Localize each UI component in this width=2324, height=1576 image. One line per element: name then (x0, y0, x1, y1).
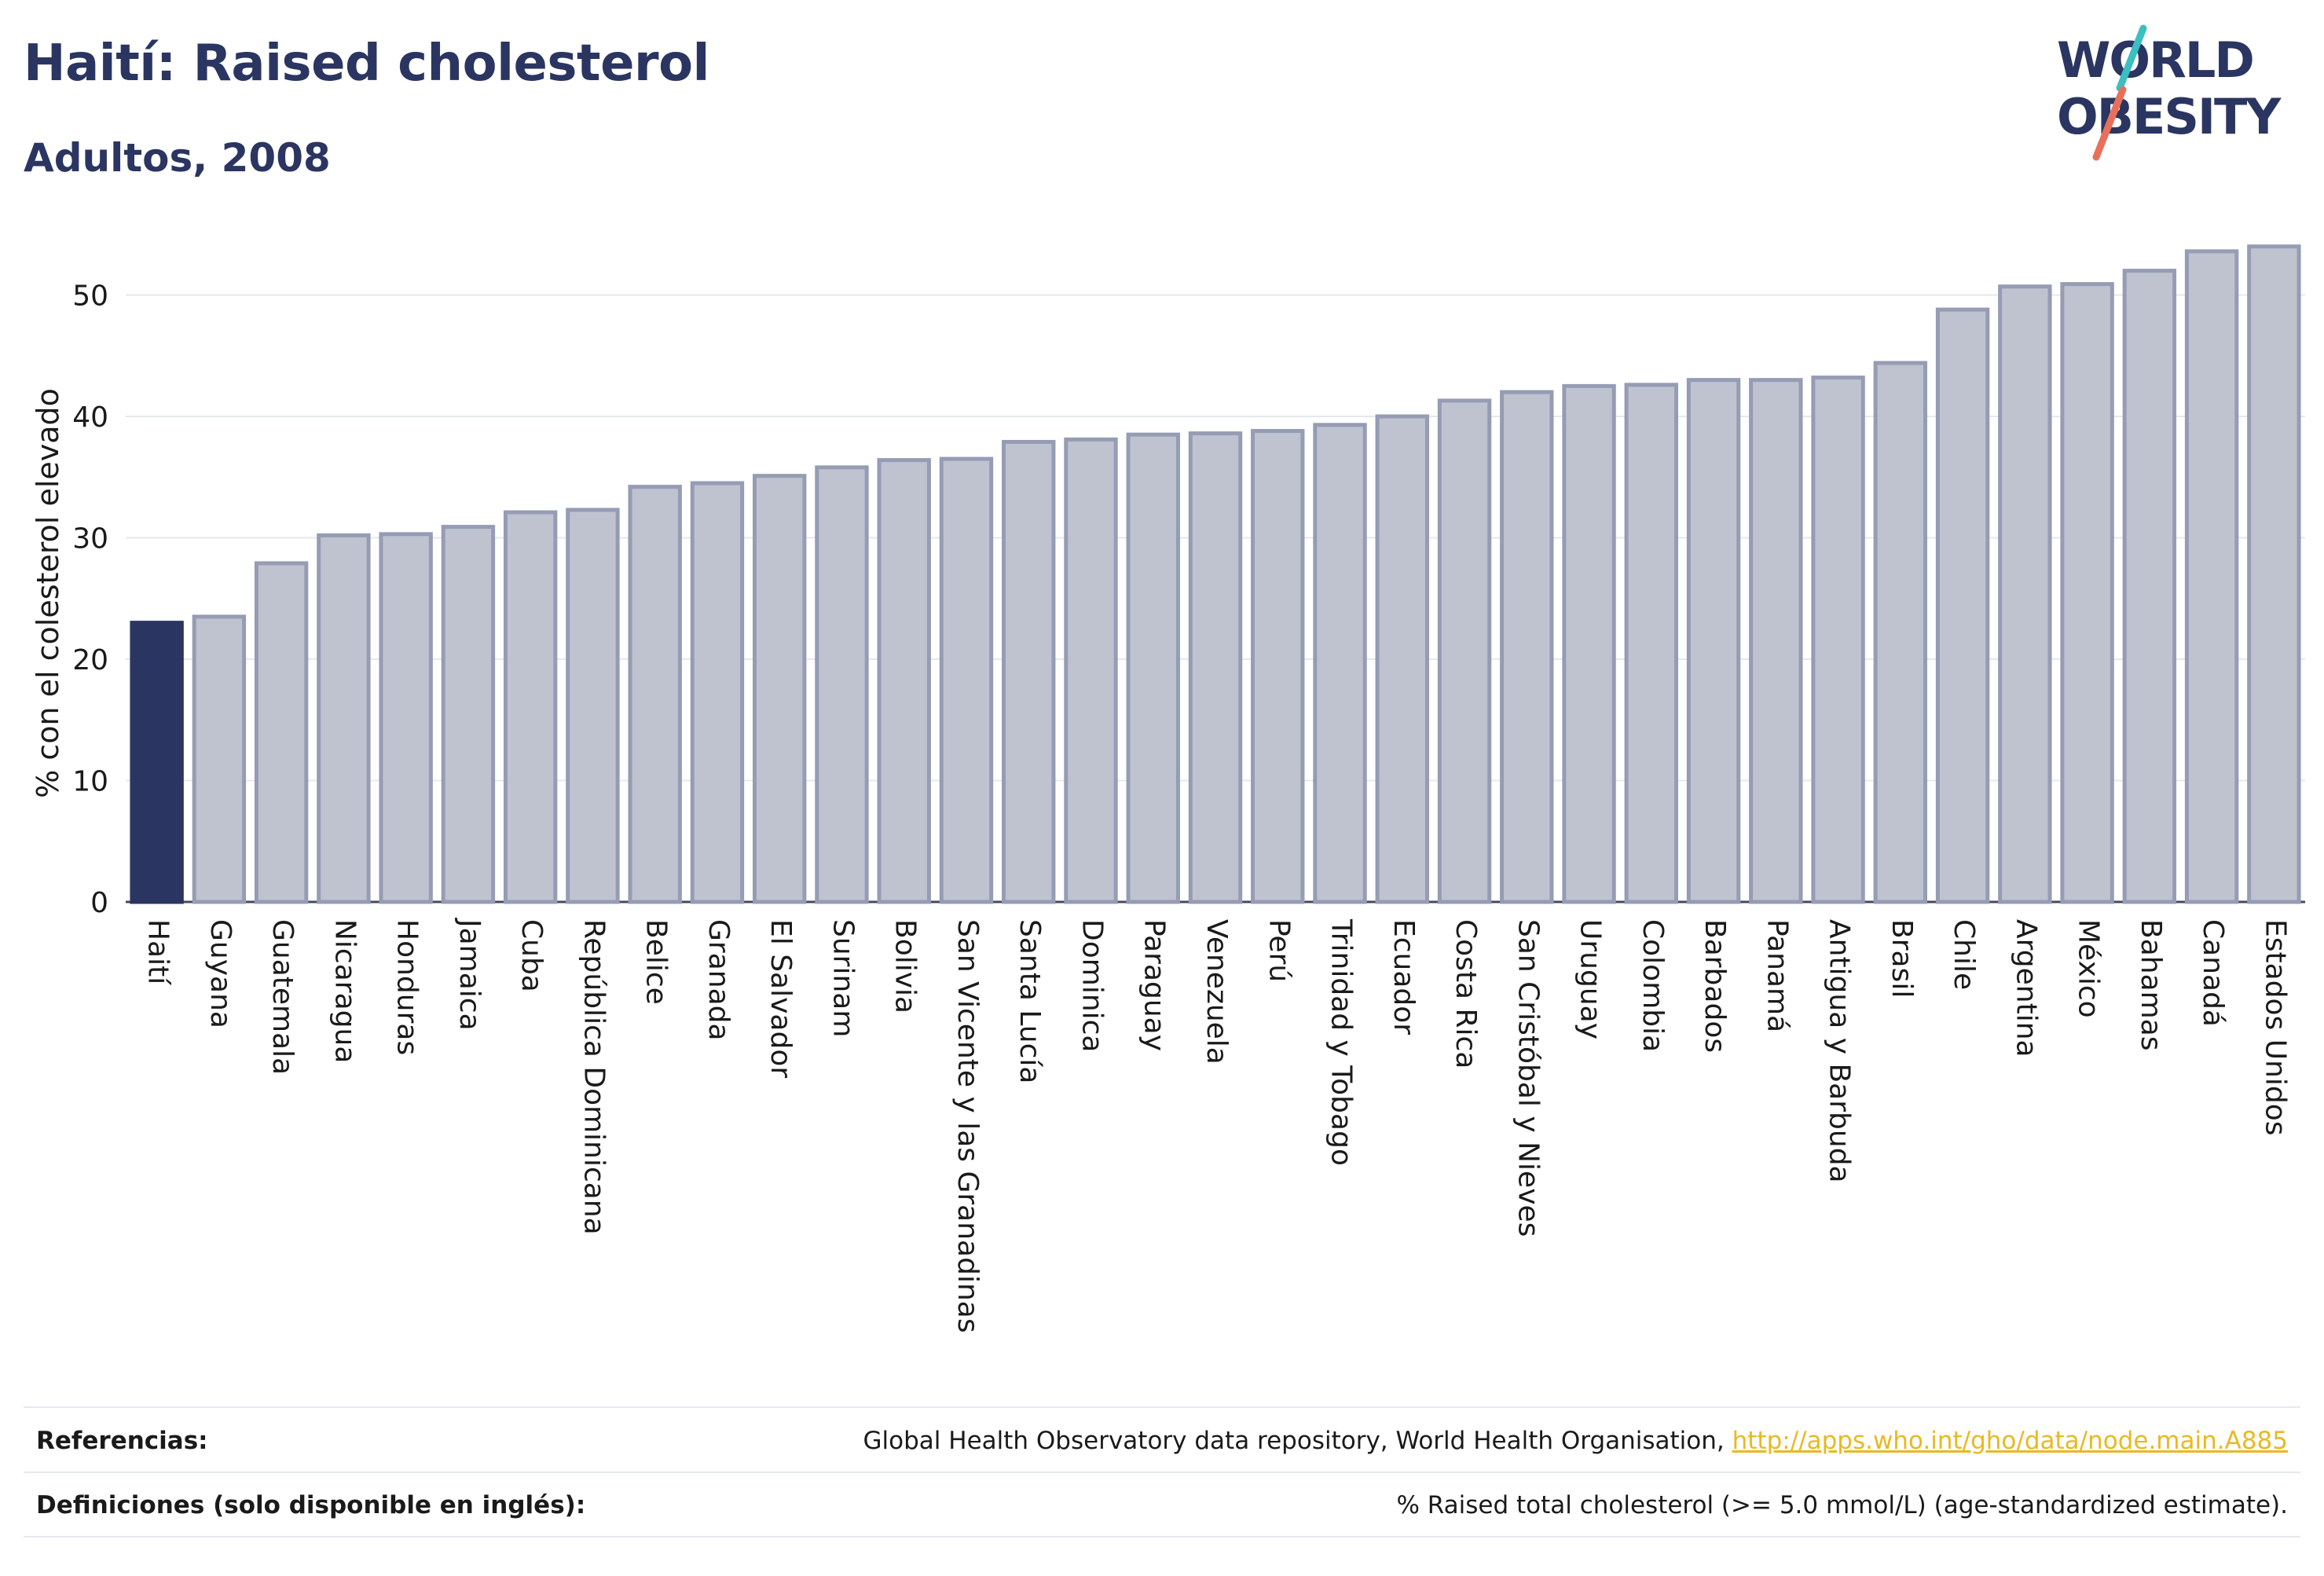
bar-uruguay[interactable] (1562, 383, 1616, 904)
footer-divider-middle (24, 1472, 2300, 1473)
logo-line2: OBESITY (2057, 88, 2282, 145)
x-tick-label: Panamá (1761, 919, 1793, 1032)
bar-granada[interactable] (690, 481, 745, 904)
x-tick-label: El Salvador (764, 919, 797, 1078)
x-tick-label: Paraguay (1138, 919, 1171, 1051)
x-tick-label: Guatemala (266, 919, 299, 1075)
x-tick-label: Argentina (2010, 919, 2042, 1057)
bar-chile[interactable] (1935, 307, 1990, 904)
y-tick-label: 0 (90, 887, 108, 919)
x-tick-label: Ecuador (1387, 919, 1420, 1035)
x-tick-label: Colombia (1637, 919, 1669, 1052)
x-tick-label: Brasil (1886, 919, 1918, 998)
footer-divider-bottom (24, 1536, 2300, 1538)
x-tick-label: Trinidad y Tobago (1325, 918, 1358, 1166)
references-label: Referencias: (36, 1427, 208, 1455)
bar-san-vicente-y-las-granadinas[interactable] (939, 456, 994, 904)
logo-slash-coral (2092, 86, 2127, 161)
bar-costa-rica[interactable] (1437, 398, 1492, 904)
y-tick-label: 20 (72, 644, 108, 676)
definitions-label: Definiciones (solo disponible en inglés)… (36, 1491, 586, 1519)
y-tick-label: 30 (72, 523, 108, 555)
bar-chart: 0 10 20 30 40 50 Haití Guyana Guatemala Nicaragu… (31, 244, 2305, 1333)
x-tick-label: Santa Lucía (1014, 919, 1046, 1083)
x-tick-label: Granada (702, 919, 735, 1041)
bar-guatemala[interactable] (254, 561, 309, 904)
definitions-text: % Raised total cholesterol (>= 5.0 mmol/… (1396, 1491, 2288, 1519)
references-link[interactable]: http://apps.who.int/gho/data/node.main.A… (1732, 1427, 2288, 1455)
x-tick-label: Dominica (1076, 919, 1108, 1053)
x-tick-label: Perú (1263, 919, 1295, 982)
x-tick-label: Costa Rica (1450, 919, 1482, 1068)
bar-trinidad-y-tobago[interactable] (1313, 423, 1367, 904)
bar-ecuador[interactable] (1375, 414, 1429, 904)
chart-title: Haití: Raised cholesterol (24, 35, 709, 93)
bars (130, 244, 2301, 904)
bar-cuba[interactable] (503, 510, 558, 904)
x-tick-label: Antigua y Barbuda (1824, 919, 1856, 1183)
x-tick-label: Jamaica (453, 918, 486, 1031)
x-tick-label: Canadá (2197, 919, 2229, 1027)
x-tick-label: Chile (1948, 919, 1980, 990)
x-tick-label: Guyana (204, 919, 236, 1028)
bar-canada[interactable] (2184, 249, 2239, 904)
logo-line1: WORLD (2057, 31, 2253, 89)
bar-dominica[interactable] (1064, 437, 1118, 904)
bar-san-cristobal-y-nieves[interactable] (1500, 390, 1554, 904)
x-tick-label: Honduras (391, 919, 423, 1055)
bar-belice[interactable] (628, 485, 682, 904)
bar-panama[interactable] (1749, 378, 1803, 904)
y-tick-labels: 0 10 20 30 40 50 (72, 280, 108, 920)
x-tick-labels: Haití Guyana Guatemala Nicaragua Honduras Jam… (142, 918, 2292, 1333)
bar-guyana[interactable] (192, 614, 247, 904)
logo-slash-teal (2116, 24, 2147, 92)
x-tick-label: Venezuela (1200, 919, 1233, 1065)
bar-argentina[interactable] (1998, 284, 2052, 904)
bar-bolivia[interactable] (877, 458, 931, 904)
bar-paraguay[interactable] (1126, 432, 1180, 904)
x-tick-label: Uruguay (1574, 919, 1607, 1039)
references-source: Global Health Observatory data repositor… (863, 1427, 1732, 1455)
bar-colombia[interactable] (1624, 383, 1679, 904)
bar-nicaragua[interactable] (317, 533, 371, 904)
bar-santa-lucia[interactable] (1002, 439, 1056, 904)
x-tick-label: Haití (142, 919, 174, 985)
chart-subtitle: Adultos, 2008 (24, 135, 331, 181)
bar-estados-unidos[interactable] (2247, 244, 2301, 904)
y-tick-label: 50 (72, 280, 108, 313)
bar-venezuela[interactable] (1188, 431, 1243, 904)
x-tick-label: Cuba (515, 919, 548, 992)
x-tick-label: Estados Unidos (2259, 919, 2291, 1136)
bar-brasil[interactable] (1873, 361, 1928, 904)
x-tick-label: Bahamas (2135, 919, 2167, 1051)
y-tick-label: 10 (72, 766, 108, 798)
bar-haiti[interactable] (130, 621, 184, 904)
y-tick-label: 40 (72, 401, 108, 434)
x-tick-label: Belice (640, 919, 673, 1005)
world-obesity-logo: WORLD OBESITY (2057, 24, 2283, 161)
bar-surinam[interactable] (815, 465, 869, 904)
x-tick-label: Barbados (1699, 919, 1731, 1053)
bar-el-salvador[interactable] (752, 474, 807, 904)
bar-honduras[interactable] (379, 532, 433, 904)
x-tick-label: México (2073, 919, 2105, 1018)
bar-bahamas[interactable] (2122, 269, 2177, 904)
bar-barbados[interactable] (1686, 378, 1741, 904)
x-tick-label: Surinam (827, 919, 859, 1037)
y-axis-label: % con el colesterol elevado (31, 388, 65, 798)
footer-divider-top (24, 1406, 2300, 1408)
bar-peru[interactable] (1251, 429, 1305, 904)
bar-antigua-y-barbuda[interactable] (1811, 376, 1865, 904)
x-tick-label: San Cristóbal y Nieves (1512, 919, 1544, 1237)
x-tick-label: República Dominicana (577, 919, 610, 1235)
references-text: Global Health Observatory data repositor… (863, 1427, 2288, 1455)
x-tick-label: Bolivia (889, 919, 922, 1013)
x-tick-label: San Vicente y las Granadinas (951, 919, 984, 1333)
x-tick-label: Nicaragua (328, 919, 361, 1063)
bar-republica-dominicana[interactable] (566, 508, 620, 904)
bar-mexico[interactable] (2060, 282, 2114, 904)
bar-jamaica[interactable] (441, 525, 496, 904)
